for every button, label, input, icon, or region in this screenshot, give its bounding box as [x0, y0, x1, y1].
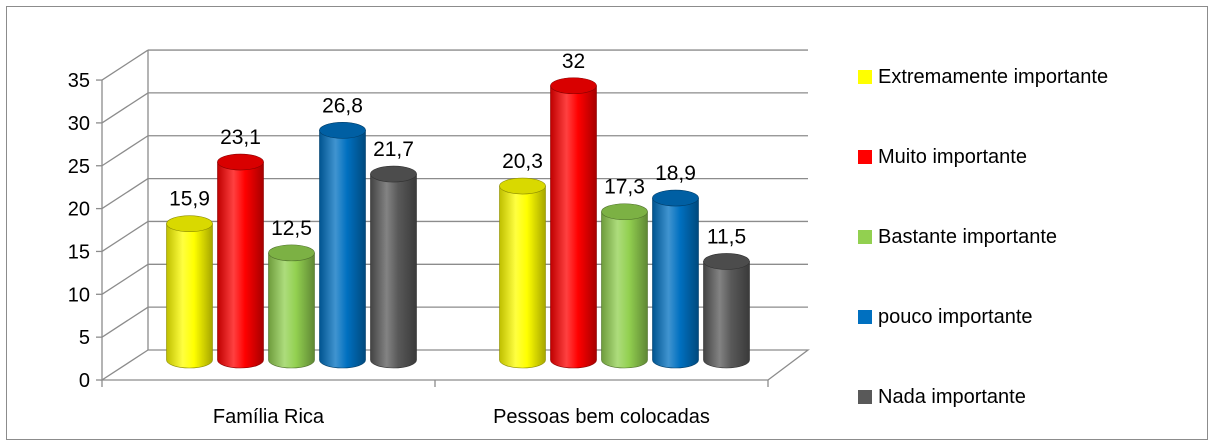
- bar-body: [601, 211, 648, 369]
- side-gridline: [101, 49, 149, 81]
- legend-swatch: [858, 150, 872, 164]
- chart-walls: [99, 50, 810, 381]
- data-label: 17,3: [604, 176, 645, 199]
- bar-body: [268, 252, 315, 369]
- x-category-label: Família Rica: [213, 406, 325, 428]
- bar-top: [601, 203, 648, 221]
- bar-body: [703, 261, 750, 369]
- legend-item: Bastante importante: [858, 226, 1057, 248]
- bar-body: [550, 85, 597, 369]
- bar-top: [370, 165, 417, 183]
- bar-3-1: [268, 244, 315, 369]
- data-label: 26,8: [322, 94, 363, 117]
- bar-4-1: [319, 122, 366, 369]
- bar-1-1: [166, 215, 213, 369]
- x-category-label: Pessoas bem colocadas: [493, 406, 710, 428]
- legend-swatch: [858, 70, 872, 84]
- side-gridline: [101, 92, 149, 124]
- legend-item: pouco importante: [858, 306, 1033, 328]
- bar-body: [652, 197, 699, 369]
- y-tick-label: 35: [68, 70, 90, 92]
- bar-2-1: [217, 153, 264, 369]
- side-gridline: [101, 263, 149, 295]
- legend-swatch: [858, 390, 872, 404]
- data-labels: 15,9 23,1 12,5 26,8 21,7 20,3 32 17,3 18,9 11,5: [169, 50, 746, 249]
- bar-top: [550, 77, 597, 95]
- bar-body: [370, 173, 417, 369]
- y-tick-label: 20: [68, 199, 90, 221]
- bar-body: [319, 130, 366, 369]
- y-tick-label: 0: [79, 370, 90, 392]
- legend-label: Nada importante: [878, 386, 1026, 408]
- bar-top: [703, 253, 750, 270]
- y-tick-label: 30: [68, 113, 90, 135]
- legend-item: Nada importante: [858, 386, 1026, 408]
- bar-4-2: [652, 189, 699, 369]
- bar-3-2: [601, 203, 648, 369]
- legend-swatch: [858, 310, 872, 324]
- bar-top: [268, 244, 315, 262]
- legend-label: Extremamente importante: [878, 66, 1108, 88]
- data-label: 12,5: [271, 217, 312, 240]
- side-gridline: [101, 306, 149, 338]
- bar-top: [217, 153, 264, 171]
- bar-5-1: [370, 165, 417, 369]
- bar-body: [166, 223, 213, 369]
- bar-top: [166, 215, 213, 233]
- data-label: 18,9: [655, 162, 696, 185]
- side-gridline: [101, 135, 149, 167]
- chart-floor: [99, 349, 810, 381]
- data-label: 15,9: [169, 188, 210, 211]
- x-axis: Família Rica Pessoas bem colocadas: [101, 380, 769, 428]
- y-tick-label: 5: [79, 327, 90, 349]
- legend-label: pouco importante: [878, 306, 1033, 328]
- bar-1-2: [499, 177, 546, 369]
- bar-top: [652, 189, 699, 207]
- bar-top: [319, 122, 366, 139]
- data-label: 23,1: [220, 126, 261, 149]
- legend-label: Bastante importante: [878, 226, 1057, 248]
- data-label: 21,7: [373, 138, 414, 161]
- y-tick-label: 25: [68, 156, 90, 178]
- y-tick-label: 15: [68, 241, 90, 263]
- side-gridline: [101, 220, 149, 252]
- legend-item: Extremamente importante: [858, 66, 1108, 88]
- side-gridline: [101, 178, 149, 210]
- data-label: 32: [562, 50, 585, 73]
- bars: [166, 77, 750, 369]
- bar-top: [499, 177, 546, 195]
- data-label: 20,3: [502, 150, 543, 173]
- legend-swatch: [858, 230, 872, 244]
- legend-item: Muito importante: [858, 146, 1027, 168]
- legend: Extremamente importante Muito importante B…: [858, 66, 1108, 408]
- bar-body: [217, 161, 264, 369]
- bar-2-2: [550, 77, 597, 369]
- bar-5-2: [703, 253, 750, 369]
- y-tick-label: 10: [68, 284, 90, 306]
- y-axis: 0 5 10 15 20 25 30 35: [68, 70, 102, 392]
- bar-body: [499, 185, 546, 369]
- legend-label: Muito importante: [878, 146, 1027, 168]
- data-label: 11,5: [707, 225, 746, 248]
